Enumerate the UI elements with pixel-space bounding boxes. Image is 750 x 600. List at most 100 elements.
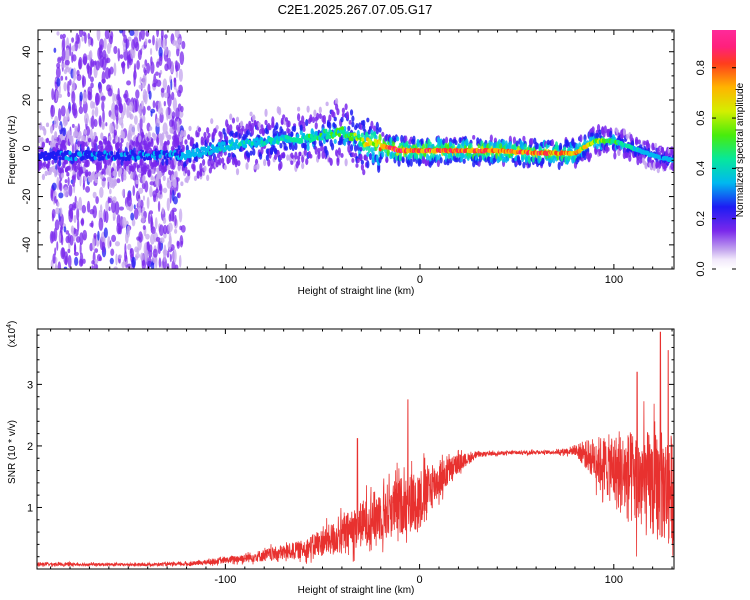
noise-blob	[82, 229, 88, 241]
ridge-halo	[375, 121, 379, 130]
ridge-halo	[317, 147, 321, 154]
noise-blob	[148, 39, 152, 44]
noise-blob	[82, 31, 86, 37]
noise-blob	[144, 38, 148, 46]
ridge-halo	[530, 138, 534, 145]
noise-blob	[162, 38, 167, 50]
ridge-halo	[330, 142, 335, 151]
ridge-core	[64, 155, 68, 161]
noise-blob	[73, 227, 76, 235]
ridge-halo	[311, 116, 316, 124]
ridge-halo	[206, 174, 210, 182]
ridge-halo	[436, 159, 441, 168]
noise-blob	[149, 244, 153, 253]
ridge-halo	[229, 113, 233, 121]
ridge-core	[207, 145, 211, 150]
ridge-halo	[360, 163, 364, 171]
ridge-halo	[79, 168, 84, 175]
ridge-halo	[195, 141, 199, 150]
noise-blob	[65, 76, 68, 81]
ridge-halo	[292, 125, 297, 132]
ridge-halo	[241, 125, 245, 132]
ridge-halo	[336, 108, 340, 116]
ridge-halo	[106, 176, 111, 182]
noise-blob	[93, 263, 98, 269]
noise-blob	[114, 201, 120, 215]
colorbar: 0.0 0.2 0.4 0.6 0.8 Normalized spectral ampl…	[695, 30, 746, 277]
noise-blob	[63, 251, 69, 266]
y-tick-label: 3	[27, 379, 33, 391]
ridge-halo	[259, 152, 263, 160]
ridge-halo	[64, 159, 69, 165]
noise-blob	[161, 207, 165, 215]
ridge-halo	[150, 138, 154, 148]
ridge-halo	[305, 158, 309, 166]
noise-blob	[142, 225, 146, 230]
ridge-halo	[147, 142, 151, 150]
noise-blob	[78, 30, 84, 38]
noise-blob	[162, 224, 168, 235]
ridge-core	[340, 126, 345, 131]
ridge-halo	[234, 160, 238, 166]
ridge-core	[328, 134, 332, 140]
ridge-halo	[336, 158, 340, 167]
ridge-halo	[47, 161, 51, 167]
ridge-halo	[294, 142, 298, 151]
ridge-halo	[58, 167, 62, 174]
noise-blob	[150, 61, 155, 74]
ridge-halo	[161, 158, 165, 166]
noise-blob	[158, 46, 163, 59]
noise-blob	[158, 224, 164, 237]
ridge-halo	[476, 137, 480, 144]
ridge-halo	[138, 167, 142, 173]
noise-blob	[55, 66, 61, 79]
noise-blob	[155, 37, 159, 52]
noise-blob	[140, 252, 144, 261]
noise-blob	[176, 240, 180, 247]
ridge-halo	[257, 122, 261, 128]
noise-blob	[110, 248, 115, 257]
noise-blob	[180, 105, 184, 113]
noise-blob	[144, 180, 149, 193]
noise-blob	[117, 254, 122, 259]
noise-blob	[137, 122, 141, 132]
noise-blob	[113, 45, 118, 55]
noise-blob	[133, 115, 138, 125]
ridge-core	[48, 155, 52, 161]
noise-blob	[89, 222, 94, 227]
ridge-halo	[303, 142, 307, 151]
noise-blob	[91, 265, 94, 269]
noise-blob	[178, 254, 182, 268]
ridge-halo	[193, 175, 198, 182]
ridge-halo	[298, 151, 302, 157]
noise-blob	[177, 118, 180, 132]
noise-blob	[98, 115, 102, 127]
ridge-halo	[253, 119, 257, 126]
ridge-halo	[115, 135, 119, 144]
noise-blob	[167, 240, 172, 251]
noise-blob	[103, 209, 107, 223]
noise-blob	[87, 37, 91, 47]
ridge-halo	[349, 144, 354, 152]
ridge-core	[296, 133, 300, 139]
ridge-halo	[637, 139, 641, 145]
ridge-halo	[216, 153, 221, 159]
ridge-halo	[579, 134, 583, 143]
ridge-halo	[333, 123, 337, 129]
ridge-halo	[98, 162, 103, 171]
ridge-halo	[355, 163, 359, 168]
ridge-halo	[288, 143, 293, 151]
ridge-halo	[344, 103, 348, 111]
noise-blob	[67, 80, 70, 94]
noise-blob	[108, 35, 113, 45]
ridge-halo	[491, 152, 495, 158]
noise-blob	[67, 254, 72, 268]
ridge-core	[324, 128, 328, 134]
noise-blob	[131, 38, 135, 51]
ridge-halo	[109, 182, 113, 189]
ridge-halo	[318, 113, 322, 120]
ridge-halo	[121, 131, 126, 140]
ridge-halo	[149, 126, 153, 131]
ridge-halo	[595, 132, 599, 139]
noise-blob	[103, 227, 108, 239]
